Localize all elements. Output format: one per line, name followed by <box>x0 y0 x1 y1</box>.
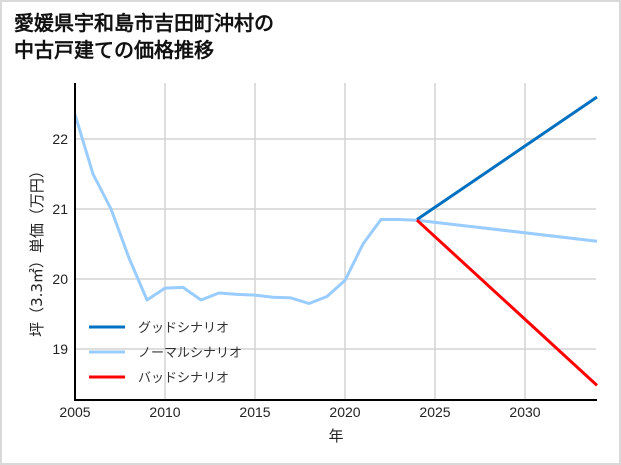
x-tick: 2015 <box>239 404 270 420</box>
chart-title: 愛媛県宇和島市吉田町沖村の 中古戸建ての価格推移 <box>14 10 274 64</box>
series-lines <box>73 95 599 387</box>
y-tick: 22 <box>52 131 68 147</box>
x-tick-labels: 2005 2010 2015 2020 2025 2030 <box>59 404 540 420</box>
x-axis-label: 年 <box>328 427 343 445</box>
y-tick: 21 <box>52 201 68 217</box>
legend-label: グッドシナリオ <box>138 321 229 336</box>
x-tick: 2030 <box>509 404 540 420</box>
series-line <box>415 219 599 387</box>
y-axis-label: 坪（3.3㎡）単価（万円） <box>28 163 46 337</box>
x-tick: 2020 <box>329 404 360 420</box>
title-line-1: 愛媛県宇和島市吉田町沖村の <box>14 11 274 35</box>
series-line <box>73 114 598 305</box>
gridlines <box>75 83 596 400</box>
series-line <box>416 95 598 221</box>
y-tick: 19 <box>52 341 68 357</box>
x-tick: 2025 <box>419 404 450 420</box>
y-tick-labels: 19 20 21 22 <box>52 131 68 357</box>
y-tick: 20 <box>52 271 68 287</box>
legend-label: ノーマルシナリオ <box>138 346 242 361</box>
title-line-2: 中古戸建ての価格推移 <box>14 38 214 62</box>
legend-label: バッドシナリオ <box>138 371 229 386</box>
x-tick: 2010 <box>149 404 180 420</box>
x-tick: 2005 <box>59 404 90 420</box>
